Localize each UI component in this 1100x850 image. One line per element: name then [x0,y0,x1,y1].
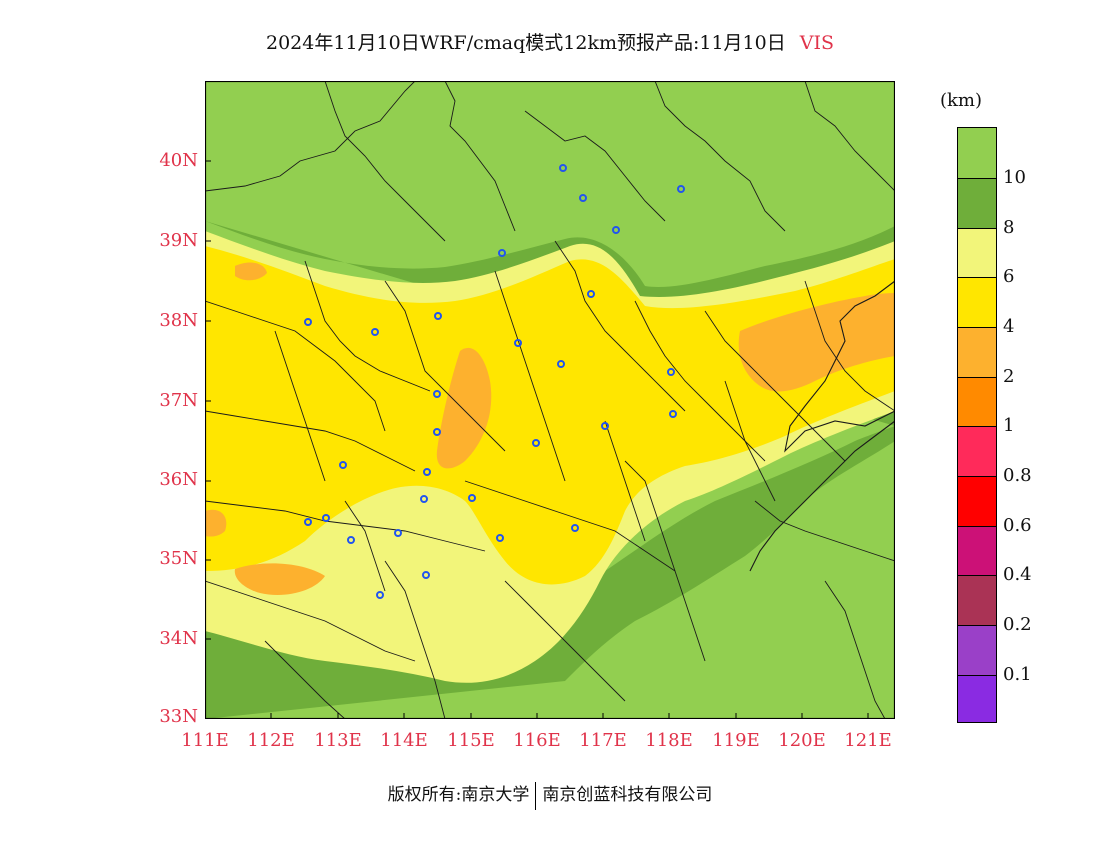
city-marker [423,468,431,476]
axis-ticks [205,160,869,719]
city-marker [434,312,442,320]
city-marker [587,290,595,298]
copyright-text: 版权所有:南京大学 [387,785,530,805]
city-marker [347,536,355,544]
lat-label-34n: 34N [159,628,198,649]
city-marker [468,494,476,502]
city-marker [579,194,587,202]
lon-label-113e: 113E [314,730,362,751]
city-marker [433,428,441,436]
legend-box-0.1-0.2 [958,625,996,675]
visibility-map [204,80,896,720]
legend-box-0.4-0.6 [958,526,996,575]
city-marker [601,422,609,430]
city-marker [420,495,428,503]
city-marker [371,328,379,336]
city-marker [669,410,677,418]
legend-label-0.8: 0.8 [1003,465,1032,486]
lat-label-35n: 35N [159,548,198,569]
legend-label-1: 1 [1003,415,1015,436]
lon-label-120e: 120E [778,730,826,751]
admin-boundaries [204,80,896,720]
city-marker [496,534,504,542]
city-marker [677,185,685,193]
city-marker [394,529,402,537]
color-legend [957,127,997,723]
map-frame [204,80,896,720]
vis-2-4-patch-west [205,509,227,537]
lat-label-39n: 39N [159,230,198,251]
legend-box-0.8-1 [958,426,996,476]
city-marker [339,461,347,469]
legend-label-0.1: 0.1 [1003,664,1032,685]
lon-label-114e: 114E [380,730,428,751]
company-text: 南京创蓝科技有限公司 [542,785,713,805]
city-marker [304,318,312,326]
legend-unit: (km) [940,90,983,111]
map-title: 2024年11月10日WRF/cmaq模式12km预报产品:11月10日 VIS [0,28,1100,55]
lat-label-36n: 36N [159,469,198,490]
city-marker [498,249,506,257]
lon-label-119e: 119E [712,730,760,751]
lon-label-121e: 121E [844,730,892,751]
legend-label-4: 4 [1003,316,1015,337]
vis-2-4-patch-central [436,347,492,469]
lon-label-117e: 117E [579,730,627,751]
legend-box-0.6-0.8 [958,476,996,526]
city-marker [532,439,540,447]
copyright-footer: 版权所有:南京大学 南京创蓝科技有限公司 [0,780,1100,810]
city-markers [304,164,685,599]
city-marker [433,390,441,398]
legend-box-lt0.1 [958,675,996,722]
lon-label-115e: 115E [447,730,495,751]
vis-2-4-patch-east [738,293,895,392]
city-marker [571,524,579,532]
legend-label-0.2: 0.2 [1003,614,1032,635]
legend-box-gt10 [958,128,996,178]
legend-label-10: 10 [1003,167,1026,188]
city-marker [612,226,620,234]
legend-box-1-2 [958,377,996,426]
city-marker [376,591,384,599]
lon-label-116e: 116E [513,730,561,751]
legend-box-8-10 [958,178,996,228]
lon-label-111e: 111E [181,730,229,751]
title-text: 2024年11月10日WRF/cmaq模式12km预报产品:11月10日 [266,32,786,54]
legend-label-6: 6 [1003,266,1015,287]
city-marker [559,164,567,172]
variable-label: VIS [799,32,834,54]
city-marker [557,360,565,368]
legend-box-0.2-0.4 [958,575,996,625]
lat-label-40n: 40N [159,150,198,171]
legend-label-0.6: 0.6 [1003,515,1032,536]
map-svg [204,80,896,720]
city-marker [667,368,675,376]
vis-2-4-patch-north [235,262,267,281]
legend-box-6-8 [958,228,996,277]
lon-label-112e: 112E [247,730,295,751]
city-marker [514,339,522,347]
lat-label-37n: 37N [159,390,198,411]
lat-label-33n: 33N [159,706,198,727]
vis-2-4-patch-south [234,563,325,596]
legend-box-2-4 [958,327,996,377]
city-marker [304,518,312,526]
legend-box-4-6 [958,277,996,327]
lat-label-38n: 38N [159,310,198,331]
legend-label-8: 8 [1003,217,1015,238]
legend-label-2: 2 [1003,366,1015,387]
city-marker [322,514,330,522]
legend-label-0.4: 0.4 [1003,564,1032,585]
city-marker [422,571,430,579]
footer-divider [535,781,537,810]
lon-label-118e: 118E [645,730,693,751]
